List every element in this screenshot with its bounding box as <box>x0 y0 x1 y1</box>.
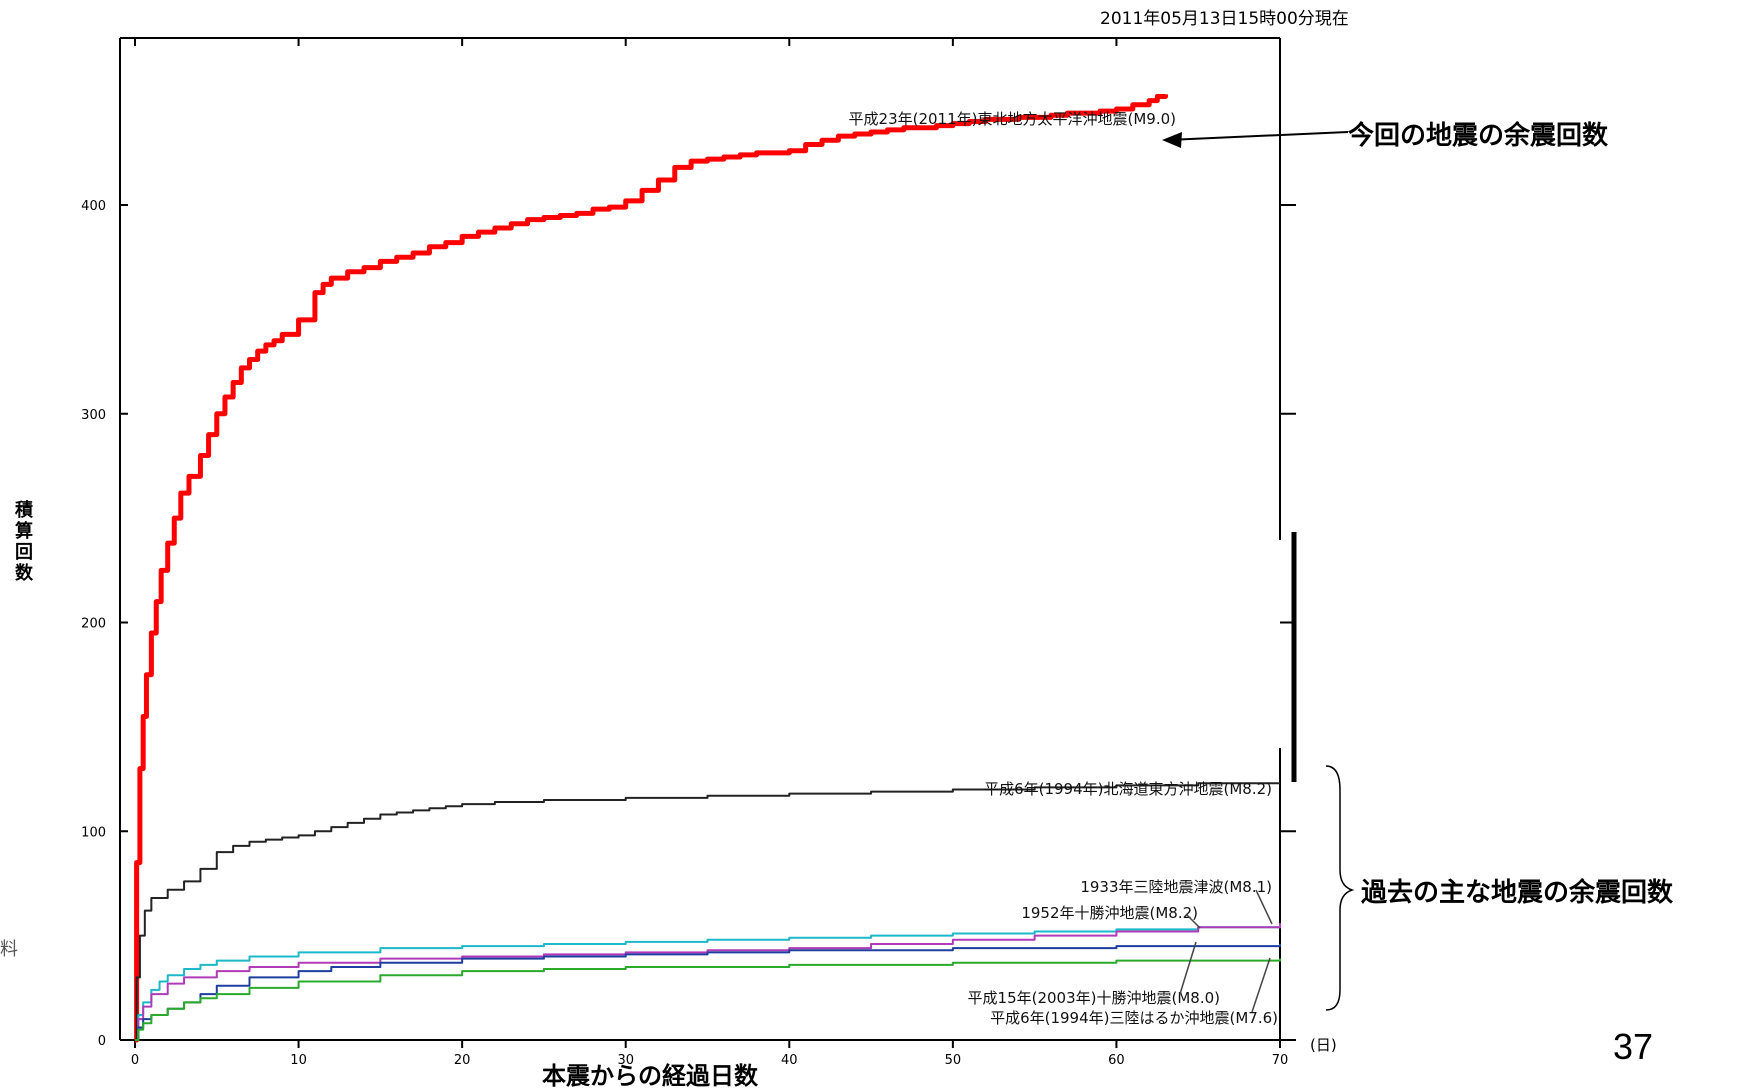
current-arrow-line <box>1167 131 1349 141</box>
edge-fragment: 料 <box>0 939 18 960</box>
y-tick-label-200: 200 <box>81 617 106 632</box>
x-tick-label-50: 50 <box>945 1053 962 1068</box>
page-number: 37 <box>1613 1026 1654 1067</box>
series-label-0: 平成23年(2011年)東北地方太平洋沖地震(M9.0) <box>849 110 1176 128</box>
series-label-1: 平成6年(1994年)北海道東方沖地震(M8.2) <box>984 780 1272 798</box>
series-group <box>134 93 1281 1043</box>
series-line-1 <box>135 782 1280 1041</box>
y-tick-label-0: 0 <box>98 1034 106 1049</box>
past-brace <box>1325 765 1355 1011</box>
x-tick-label-0: 0 <box>131 1053 139 1068</box>
axes-group: 0 10 20 30 40 50 60 70 0 100 200 300 400 <box>81 38 1296 1068</box>
past-aftershock-label: 過去の主な地震の余震回数 <box>1361 878 1674 908</box>
x-tick-label-40: 40 <box>781 1053 798 1068</box>
leader-sanriku <box>1251 957 1271 1013</box>
series-line-0 <box>134 93 1168 1043</box>
current-aftershock-label: 今回の地震の余震回数 <box>1348 121 1609 151</box>
series-label-2: 1933年三陸地震津波(M8.1) <box>1080 878 1272 896</box>
y-tick-label-100: 100 <box>81 825 106 840</box>
series-label-4: 平成15年(2003年)十勝沖地震(M8.0) <box>968 989 1220 1007</box>
x-tick-label-70: 70 <box>1272 1053 1289 1068</box>
series-label-3: 1952年十勝沖地震(M8.2) <box>1021 904 1198 922</box>
leader-1952 <box>1185 913 1201 929</box>
leader-2003 <box>1179 941 1197 995</box>
current-arrow-head <box>1162 132 1182 148</box>
timestamp: 2011年05月13日15時00分現在 <box>1100 9 1349 29</box>
series-line-5 <box>135 958 1281 1041</box>
y-axis-label-char-2: 算 <box>15 520 33 542</box>
x-tick-label-10: 10 <box>290 1053 307 1068</box>
x-axis-unit: (日) <box>1310 1036 1337 1054</box>
x-axis-label: 本震からの経過日数 <box>542 1062 759 1089</box>
y-axis-label-char-4: 数 <box>15 562 34 584</box>
x-tick-label-20: 20 <box>454 1053 471 1068</box>
y-axis-label-char-1: 積 <box>14 499 34 521</box>
x-tick-label-60: 60 <box>1108 1053 1125 1068</box>
x-tick-label-30: 30 <box>617 1053 634 1068</box>
series-line-2 <box>135 925 1281 1041</box>
leader-1933 <box>1255 889 1273 925</box>
y-tick-label-300: 300 <box>81 408 106 423</box>
series-labels-group: 平成23年(2011年)東北地方太平洋沖地震(M9.0) 平成6年(1994年)北… <box>849 110 1278 1027</box>
y-tick-label-400: 400 <box>81 199 106 214</box>
series-line-3 <box>135 923 1281 1041</box>
series-label-5: 平成6年(1994年)三陸はるか沖地震(M7.6) <box>990 1009 1278 1027</box>
y-axis-label-char-3: 回 <box>15 542 33 563</box>
